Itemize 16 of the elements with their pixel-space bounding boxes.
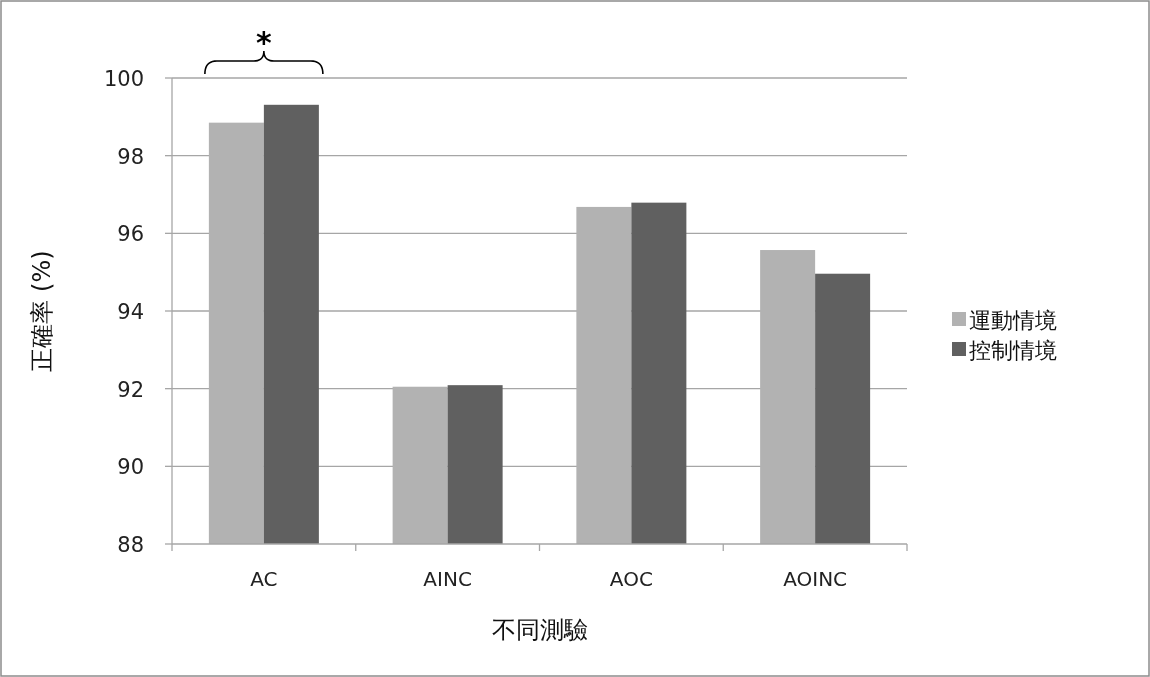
legend-label: 控制情境 bbox=[969, 338, 1057, 363]
x-tick-label: AC bbox=[250, 567, 278, 591]
x-tick-label: AOINC bbox=[783, 567, 848, 591]
x-axis-title: 不同測驗 bbox=[491, 616, 588, 644]
y-tick-label: 98 bbox=[117, 144, 144, 169]
x-tick-label: AINC bbox=[423, 567, 472, 591]
y-tick-label: 96 bbox=[117, 222, 144, 247]
y-tick-label: 94 bbox=[117, 300, 144, 324]
text: * bbox=[256, 25, 273, 60]
legend-label: 運動情境 bbox=[969, 308, 1057, 333]
y-tick-label: 90 bbox=[117, 455, 144, 480]
y-tick-label: 100 bbox=[103, 67, 144, 91]
x-tick-label: AOC bbox=[609, 567, 653, 591]
y-tick-label: 92 bbox=[117, 377, 144, 402]
y-axis-title: 正確率 (%) bbox=[28, 250, 56, 372]
y-tick-label: 88 bbox=[117, 533, 144, 557]
